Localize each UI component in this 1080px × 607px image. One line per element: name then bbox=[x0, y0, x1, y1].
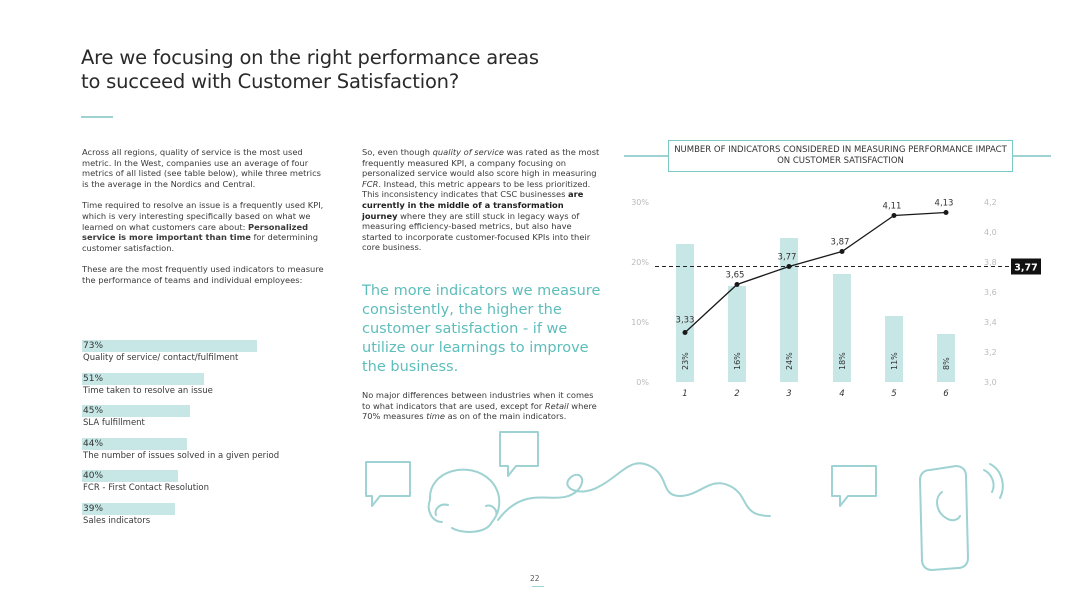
industry-note: No major differences between industries … bbox=[362, 390, 597, 422]
y-right-tick-label: 4,0 bbox=[984, 228, 997, 237]
reference-value-badge bbox=[1011, 258, 1041, 275]
chart-bar bbox=[780, 238, 798, 382]
kpi-label: Time taken to resolve an issue bbox=[83, 385, 213, 396]
phone-icon bbox=[919, 465, 969, 571]
kpi-item: 73% Quality of service/ contact/fulfilmen… bbox=[82, 340, 332, 373]
kpi-percent: 39% bbox=[83, 503, 104, 514]
left-column-text: Across all regions, quality of service i… bbox=[82, 147, 327, 297]
kpi-label: FCR - First Contact Resolution bbox=[83, 483, 209, 493]
y-left-tick-label: 20% bbox=[631, 258, 649, 267]
kpi-percent: 45% bbox=[83, 406, 104, 416]
kpi-bar bbox=[82, 372, 204, 385]
kpi-item: 51% Time taken to resolve an issue bbox=[82, 372, 332, 406]
chart-bar bbox=[676, 244, 694, 382]
paragraph-indicators-intro: These are the most frequently used indic… bbox=[82, 264, 324, 285]
y-right-tick-label: 3,6 bbox=[984, 288, 997, 297]
chart-bar bbox=[937, 334, 955, 382]
line-point bbox=[682, 330, 688, 335]
title-divider bbox=[81, 116, 113, 118]
line-point bbox=[734, 282, 740, 287]
line-point bbox=[786, 264, 792, 269]
line-value-label: 4,13 bbox=[935, 199, 954, 209]
kpi-list: 73% Quality of service/ contact/fulfilmen… bbox=[82, 340, 332, 535]
speech-bubble-mid-icon bbox=[499, 431, 539, 477]
kpi-bar bbox=[82, 405, 190, 417]
paragraph-regions: Across all regions, quality of service i… bbox=[82, 147, 321, 189]
kpi-item: 39% Sales indicators bbox=[82, 502, 332, 536]
kpi-bar bbox=[82, 502, 175, 515]
line-point bbox=[891, 213, 897, 218]
doodle-line-icon bbox=[497, 462, 771, 521]
headset-icon bbox=[427, 468, 501, 533]
chart-title-rule-right bbox=[1013, 155, 1051, 157]
speech-bubble-right-icon bbox=[831, 465, 877, 507]
x-tick-label: 4 bbox=[839, 389, 844, 399]
reference-value-label: 3,77 bbox=[1014, 263, 1037, 274]
chart-title: NUMBER OF INDICATORS CONSIDERED IN MEASU… bbox=[668, 140, 1013, 172]
y-left-tick-label: 30% bbox=[631, 198, 649, 207]
y-right-tick-label: 3,0 bbox=[984, 378, 997, 387]
bar-value-label: 16% bbox=[733, 352, 742, 370]
kpi-percent: 40% bbox=[83, 471, 104, 481]
x-tick-label: 3 bbox=[786, 389, 791, 399]
kpi-item: 45% SLA fulfillment bbox=[82, 405, 332, 438]
ring-waves-icon bbox=[983, 463, 1004, 499]
speech-bubble-left-icon bbox=[365, 461, 411, 507]
chart-title-rule-left bbox=[624, 155, 668, 157]
y-right-tick-label: 3,8 bbox=[984, 258, 997, 267]
kpi-percent: 44% bbox=[83, 438, 104, 449]
chart-bar bbox=[728, 286, 746, 382]
kpi-percent: 73% bbox=[83, 341, 104, 351]
bar-value-label: 11% bbox=[890, 352, 899, 370]
kpi-bar bbox=[82, 437, 187, 450]
kpi-label: Quality of service/ contact/fulfilment bbox=[83, 353, 239, 363]
y-left-tick-label: 0% bbox=[636, 378, 649, 387]
line-point bbox=[943, 210, 949, 215]
bar-value-label: 23% bbox=[681, 352, 690, 370]
bar-value-label: 24% bbox=[785, 352, 794, 370]
bar-value-label: 18% bbox=[838, 352, 847, 370]
line-value-label: 3,65 bbox=[726, 271, 745, 281]
page-title: Are we focusing on the right performance… bbox=[81, 46, 539, 93]
kpi-label: SLA fulfillment bbox=[83, 418, 145, 428]
x-tick-label: 6 bbox=[943, 389, 949, 399]
kpi-item: 44% The number of issues solved in a give… bbox=[82, 437, 332, 471]
y-right-tick-label: 4,2 bbox=[984, 198, 997, 207]
page-number-rule bbox=[532, 586, 544, 587]
paragraph-time: Time required to resolve an issue is a f… bbox=[82, 200, 324, 253]
line-value-label: 3,77 bbox=[778, 253, 797, 263]
kpi-item: 40% FCR - First Contact Resolution bbox=[82, 470, 332, 503]
kpi-bar bbox=[82, 340, 257, 352]
x-tick-label: 5 bbox=[891, 389, 896, 399]
kpi-bar bbox=[82, 470, 178, 482]
chart-bar bbox=[885, 316, 903, 382]
kpi-label: The number of issues solved in a given p… bbox=[83, 450, 280, 461]
kpi-percent: 51% bbox=[83, 373, 104, 384]
y-right-tick-label: 3,2 bbox=[984, 348, 997, 357]
y-right-tick-label: 3,4 bbox=[984, 318, 997, 327]
middle-column-text: So, even though quality of service was r… bbox=[362, 147, 600, 253]
line-value-label: 4,11 bbox=[883, 202, 902, 212]
pull-quote: The more indicators we measure consisten… bbox=[362, 283, 601, 375]
page-number: 22 bbox=[530, 574, 540, 583]
line-series bbox=[684, 211, 947, 333]
y-left-tick-label: 10% bbox=[631, 318, 649, 327]
x-tick-label: 2 bbox=[734, 389, 739, 399]
x-tick-label: 1 bbox=[682, 389, 687, 399]
bar-value-label: 8% bbox=[942, 357, 951, 370]
line-value-label: 3,33 bbox=[676, 316, 695, 326]
line-value-label: 3,87 bbox=[831, 238, 850, 248]
kpi-label: Sales indicators bbox=[83, 515, 151, 526]
line-point bbox=[839, 249, 845, 254]
chart-bar bbox=[833, 274, 851, 382]
